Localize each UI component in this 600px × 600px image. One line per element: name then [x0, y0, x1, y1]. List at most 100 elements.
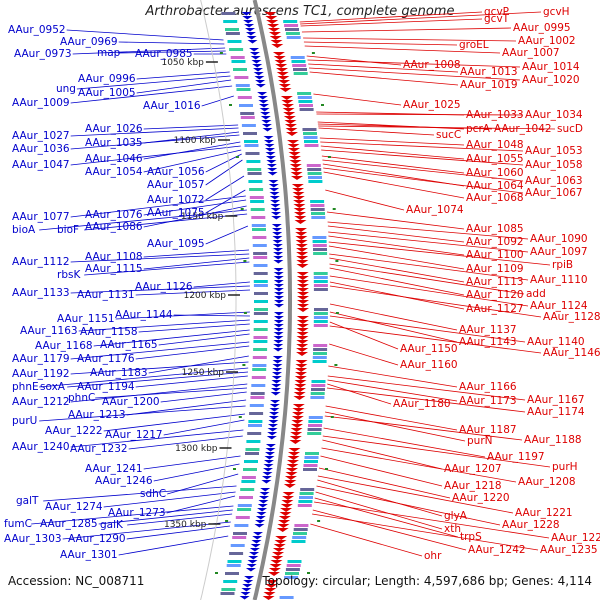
- forward-gene-arrow: [271, 212, 281, 216]
- gene-label-forward: AAur_1072: [147, 194, 205, 206]
- forward-gene-arrow: [242, 16, 253, 20]
- reverse-gene-arrow: [263, 592, 276, 596]
- feature-band-outer: [294, 524, 309, 527]
- forward-gene-arrow: [273, 268, 284, 272]
- feature-band-inner: [254, 300, 268, 303]
- gene-label-forward: AAur_1086: [85, 221, 143, 233]
- feature-band-outer: [303, 464, 318, 467]
- reverse-gene-arrow: [290, 428, 303, 432]
- gene-label-reverse: AAur_1140: [527, 336, 585, 348]
- feature-band-outer: [285, 28, 299, 31]
- reverse-gene-arrow: [290, 168, 303, 172]
- forward-gene-arrow: [267, 428, 278, 432]
- gene-label-forward: AAur_1075: [147, 207, 205, 219]
- reverse-gene-arrow: [283, 112, 296, 116]
- label-connector: [193, 281, 250, 288]
- feature-band-inner: [244, 144, 259, 147]
- feature-band-outer: [304, 456, 319, 459]
- gene-label-forward: AAur_1026: [85, 123, 143, 135]
- feature-band-outer: [291, 60, 306, 63]
- gene-label-reverse: ohr: [424, 550, 442, 562]
- reverse-gene-arrow: [265, 16, 278, 20]
- forward-gene-arrow: [273, 348, 284, 352]
- feature-band-inner: [249, 404, 264, 407]
- forward-gene-arrow: [264, 460, 274, 464]
- label-connector: [70, 145, 241, 166]
- forward-gene-arrow: [273, 316, 284, 320]
- label-connector: [318, 127, 435, 136]
- label-connector: [98, 509, 233, 525]
- reverse-gene-arrow: [295, 244, 308, 248]
- reverse-gene-arrow: [289, 164, 302, 168]
- gene-label-reverse: AAur_1166: [459, 381, 517, 393]
- gene-label-forward: AAur_1273: [108, 507, 166, 519]
- label-connector: [313, 93, 402, 106]
- forward-gene-arrow: [270, 204, 281, 208]
- reverse-gene-arrow: [282, 104, 294, 108]
- label-connector: [317, 475, 514, 514]
- gene-label-reverse: AAur_1220: [452, 492, 510, 504]
- gene-label-reverse: rpiB: [552, 259, 573, 271]
- reverse-gene-arrow: [294, 376, 307, 380]
- inner-guide-arc: [200, 0, 237, 600]
- feature-band-outer: [310, 392, 325, 395]
- forward-gene-arrow: [264, 456, 275, 460]
- feature-band-outer: [313, 316, 328, 319]
- gene-label-forward: AAur_1168: [35, 340, 93, 352]
- feature-band-inner: [221, 12, 236, 15]
- gene-label-forward: soxA: [40, 381, 66, 393]
- forward-gene-arrow: [240, 592, 251, 596]
- position-ticks: 1050 kbp 1100 kbp 1150 kbp 1200 kbp 1250 kbp…: [161, 58, 240, 530]
- feature-band-inner: [240, 112, 255, 115]
- reverse-gene-arrow: [296, 332, 309, 336]
- reverse-gene-arrow: [264, 12, 277, 16]
- forward-gene-arrow: [247, 560, 258, 564]
- feature-band-inner: [236, 88, 251, 91]
- forward-gene-arrow: [253, 532, 263, 536]
- forward-gene-arrow: [268, 424, 278, 428]
- forward-gene-arrow: [256, 512, 267, 516]
- reverse-gene-arrow: [294, 380, 307, 384]
- gene-label-forward: phnE: [12, 381, 39, 393]
- feature-band-inner: [226, 564, 241, 567]
- gene-label-forward: AAur_1232: [70, 443, 128, 455]
- gene-label-reverse: AAur_1143: [459, 336, 517, 348]
- feature-dot: [243, 260, 247, 262]
- reverse-gene-arrow: [289, 436, 302, 440]
- feature-band-inner: [246, 440, 261, 443]
- label-connector: [84, 261, 250, 276]
- label-connector: [70, 134, 240, 150]
- feature-band-inner: [245, 152, 260, 155]
- label-connector: [327, 221, 529, 240]
- feature-band-inner: [245, 452, 259, 455]
- label-connector: [301, 27, 512, 33]
- feature-band-inner: [253, 348, 268, 351]
- label-connector: [135, 345, 250, 360]
- forward-gene-arrow: [274, 300, 284, 304]
- reverse-gene-arrow: [295, 372, 307, 376]
- forward-gene-arrow: [274, 296, 284, 300]
- gene-label-reverse: AAur_1208: [518, 476, 576, 488]
- label-connector: [329, 343, 399, 366]
- gene-label-forward: AAur_1016: [143, 100, 201, 112]
- feature-band-inner: [243, 132, 257, 135]
- label-connector: [39, 209, 247, 231]
- label-connector: [166, 495, 236, 514]
- feature-band-inner: [239, 104, 253, 107]
- forward-gene-arrow: [273, 280, 284, 284]
- label-connector: [316, 113, 524, 116]
- feature-band-inner: [244, 460, 258, 463]
- reverse-gene-arrow: [273, 544, 286, 548]
- gene-label-reverse: AAur_1090: [530, 233, 588, 245]
- forward-gene-arrow: [268, 416, 279, 420]
- feature-band-outer: [311, 216, 326, 219]
- label-connector: [70, 341, 250, 360]
- reverse-gene-arrow: [293, 208, 306, 212]
- feature-band-outer: [308, 420, 323, 423]
- label-connector: [39, 367, 249, 388]
- forward-gene-arrow: [273, 320, 284, 324]
- gene-label-forward: AAur_1301: [60, 549, 118, 561]
- label-connector: [318, 467, 451, 499]
